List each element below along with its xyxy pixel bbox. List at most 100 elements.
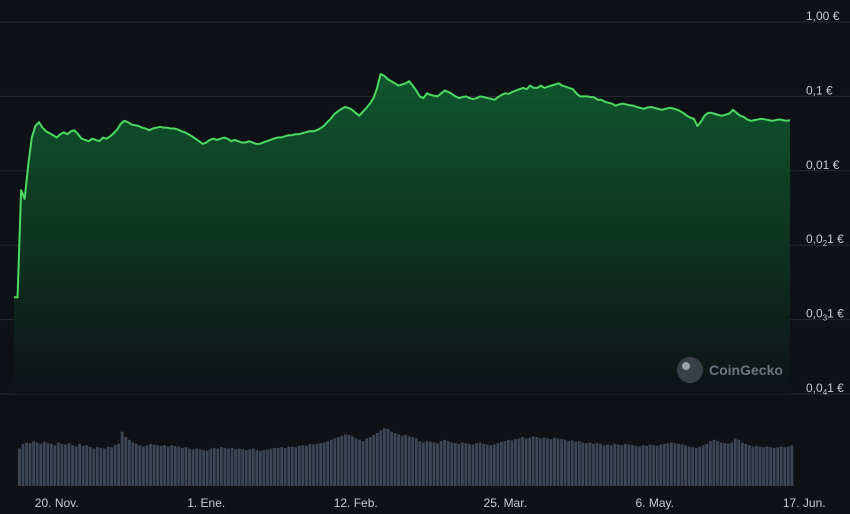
volume-bar (386, 428, 390, 486)
volume-bar (577, 441, 581, 486)
volume-bar (294, 447, 298, 486)
coingecko-logo-icon (677, 357, 703, 383)
volume-bar (166, 446, 170, 486)
volume-bar (188, 448, 191, 486)
volume-bar (209, 448, 213, 486)
volume-bar (783, 447, 787, 486)
volume-bar (195, 448, 199, 486)
volume-bar (517, 438, 521, 486)
volume-bar (790, 445, 794, 486)
volume-bar (283, 447, 287, 486)
volume-bar (705, 443, 709, 486)
volume-bar (290, 446, 294, 486)
volume-bar (397, 434, 400, 486)
volume-bar (156, 445, 160, 486)
volume-bar (234, 449, 237, 486)
volume-bar (453, 443, 457, 486)
volume-bar (21, 443, 25, 486)
volume-bar (609, 445, 613, 486)
volume-bar (319, 443, 323, 486)
volume-bar (716, 441, 719, 486)
volume-bar (244, 449, 248, 486)
x-tick-label: 6. May. (635, 496, 673, 510)
volume-bar (592, 443, 595, 486)
volume-bar (602, 445, 606, 486)
volume-bar (49, 443, 53, 486)
price-area-fill (14, 74, 790, 394)
volume-bar (28, 443, 32, 486)
volume-bar (638, 446, 641, 486)
volume-bar (425, 441, 429, 486)
volume-bar (336, 437, 340, 486)
volume-bar (492, 444, 496, 486)
volume-bar (340, 435, 344, 486)
volume-bar (273, 447, 276, 486)
volume-bar (71, 445, 74, 486)
volume-bar (212, 447, 216, 486)
volume-bar (769, 447, 773, 486)
volume-bar (60, 443, 64, 486)
volume-bar (280, 447, 284, 486)
volume-bar (223, 447, 227, 486)
volume-bar (351, 436, 354, 486)
volume-bar (521, 437, 525, 486)
volume-bar (450, 442, 454, 486)
volume-bar (616, 444, 620, 486)
volume-bar (744, 443, 748, 486)
volume-bar (460, 442, 464, 486)
volume-bar (584, 443, 588, 486)
volume-bar (159, 445, 163, 486)
volume-bar (719, 442, 723, 486)
volume-bar (553, 437, 556, 486)
volume-bar (762, 447, 765, 486)
volume-bar (691, 447, 695, 486)
coingecko-logo-eye (682, 362, 690, 370)
volume-bar (411, 437, 415, 486)
volume-bar (329, 439, 333, 486)
volume-bar (163, 445, 167, 486)
volume-bar (478, 442, 482, 486)
volume-bar (429, 441, 432, 486)
volume-bar (322, 442, 326, 486)
x-tick-label: 12. Feb. (334, 496, 378, 510)
volume-bar (439, 441, 443, 486)
volume-bar (390, 431, 393, 486)
volume-bar (326, 441, 330, 486)
volume-bar (680, 444, 684, 486)
y-tick-label: 0,01 € (806, 158, 840, 172)
volume-bar (772, 447, 776, 486)
volume-bar (446, 441, 450, 486)
volume-bar (421, 442, 425, 486)
volume-bar (503, 441, 507, 486)
volume-bar (39, 443, 43, 486)
volume-bar (152, 444, 156, 486)
volume-bar (241, 449, 245, 486)
volume-bar (659, 444, 663, 486)
volume-bar (634, 445, 638, 486)
y-tick-label: 0,021 € (806, 232, 844, 248)
volume-bar (248, 449, 252, 486)
volume-bar (786, 446, 790, 486)
volume-bar (95, 447, 99, 486)
volume-bar (482, 443, 486, 486)
volume-bar (88, 447, 92, 486)
volume-bar (67, 443, 71, 486)
x-tick-label: 17. Jun. (783, 496, 826, 510)
volume-bar (85, 445, 89, 486)
volume-bar (216, 448, 220, 486)
volume-bar (404, 435, 408, 486)
y-tick-label: 1,00 € (806, 9, 840, 23)
volume-bar (545, 438, 549, 486)
volume-bar (655, 445, 659, 486)
volume-bar (230, 447, 234, 486)
volume-bar (514, 439, 517, 486)
volume-bar (354, 438, 358, 486)
volume-bars (18, 428, 794, 486)
volume-bar (42, 441, 46, 486)
volume-bar (32, 441, 36, 486)
volume-bar (606, 444, 610, 486)
volume-bar (131, 442, 135, 486)
volume-bar (308, 443, 312, 486)
volume-bar (701, 445, 705, 486)
volume-bar (499, 441, 503, 486)
